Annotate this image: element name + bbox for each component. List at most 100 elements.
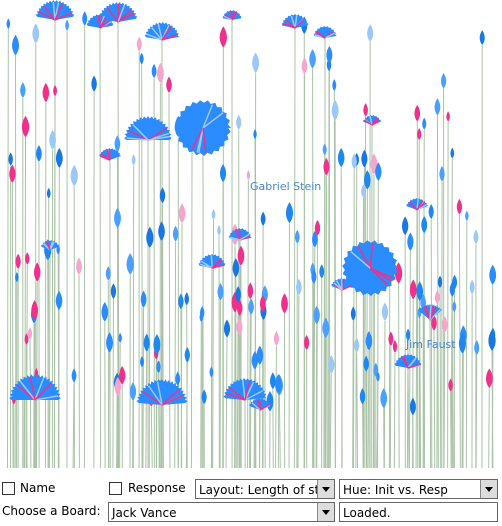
board-select[interactable]: Jack Vance (108, 502, 335, 522)
stem (29, 339, 32, 469)
post-bud (236, 299, 243, 317)
fan-spoke (231, 11, 236, 21)
fan-spoke (238, 229, 241, 241)
stem (376, 381, 379, 469)
stem (254, 139, 257, 469)
fan-spoke (429, 309, 441, 321)
post-bud (251, 351, 258, 370)
stem (475, 355, 478, 469)
stem (415, 209, 418, 469)
post-bud (105, 266, 111, 281)
post-bud (219, 26, 227, 48)
fan-spoke (242, 380, 246, 401)
stem (225, 337, 228, 469)
stem (439, 288, 442, 469)
post-bud (140, 290, 147, 308)
stem (372, 174, 375, 469)
name-label: Name (20, 481, 56, 495)
stem (363, 167, 365, 469)
stem (412, 299, 414, 469)
post-bud (82, 11, 88, 26)
response-label: Response (128, 481, 186, 495)
post-bud (136, 36, 142, 52)
visualization: Gabriel Stein Jim Faust (6, 0, 497, 469)
post-bud (199, 311, 204, 323)
post-bud (409, 397, 416, 416)
post-bud (407, 232, 414, 251)
post-bud (55, 147, 63, 168)
post-bud (417, 127, 422, 141)
annotation: Gabriel Stein (250, 180, 321, 193)
fan-spoke (350, 251, 371, 269)
thread-fan (144, 22, 180, 40)
post-bud (101, 301, 109, 322)
stem (352, 320, 354, 469)
fan-spoke (106, 149, 111, 161)
stem (24, 137, 27, 469)
fan-spoke (210, 255, 213, 269)
post-bud (156, 62, 164, 84)
fan-spoke (19, 381, 36, 401)
post-bud (146, 226, 154, 249)
post-bud (361, 149, 368, 168)
post-bud (151, 63, 157, 79)
post-bud (106, 332, 114, 353)
layout-select[interactable]: Layout: Length of stay (195, 479, 335, 499)
hue-select[interactable]: Hue: Init vs. Resp (339, 479, 498, 499)
post-bud (24, 333, 29, 345)
post-bud (156, 360, 161, 374)
post-bud (275, 374, 282, 395)
post-bud (260, 211, 266, 227)
post-bud (473, 229, 479, 245)
post-bud (296, 278, 302, 296)
fan-spoke (46, 241, 51, 251)
post-bud (446, 111, 450, 122)
dropdown-arrow[interactable] (480, 480, 497, 498)
post-bud (178, 203, 186, 224)
fan-spoke (52, 2, 56, 21)
stem (174, 241, 177, 469)
name-checkbox[interactable] (2, 482, 15, 495)
response-checkbox[interactable] (109, 482, 122, 495)
post-bud (217, 282, 224, 301)
fan-spoke (407, 357, 417, 369)
post-bud (351, 153, 357, 170)
post-bud (294, 229, 300, 244)
fan-spoke (146, 33, 163, 41)
post-bud (448, 378, 453, 392)
dropdown-arrow[interactable] (317, 480, 334, 498)
flowers (6, 0, 497, 416)
post-bud (337, 147, 345, 168)
fan-spoke (223, 15, 233, 21)
post-bud (313, 305, 320, 325)
post-bud (323, 157, 330, 176)
fan-spoke (229, 386, 246, 401)
post-bud (422, 117, 427, 130)
board-value: Jack Vance (112, 506, 177, 520)
post-bud (376, 371, 380, 382)
fan-spoke (315, 31, 326, 39)
fan-spoke (333, 282, 343, 291)
post-bud (184, 292, 189, 306)
stem (419, 301, 422, 469)
post-bud (6, 18, 11, 30)
fan-spoke (202, 104, 214, 129)
fan-spoke (341, 284, 353, 291)
post-bud (434, 98, 441, 116)
stem (488, 388, 490, 469)
post-bud (159, 187, 166, 204)
post-bud (456, 198, 463, 215)
post-bud (319, 264, 325, 279)
fan-spoke (363, 119, 373, 126)
post-bud (488, 329, 496, 352)
dropdown-arrow[interactable] (317, 503, 334, 521)
fan-spoke (161, 388, 180, 406)
fan-spoke (99, 16, 107, 29)
stem (57, 254, 60, 469)
post-bud (326, 45, 333, 64)
post-bud (359, 388, 366, 405)
stem (247, 180, 249, 469)
post-bud (235, 286, 241, 303)
fan-spoke (244, 390, 263, 401)
stem (450, 158, 453, 469)
